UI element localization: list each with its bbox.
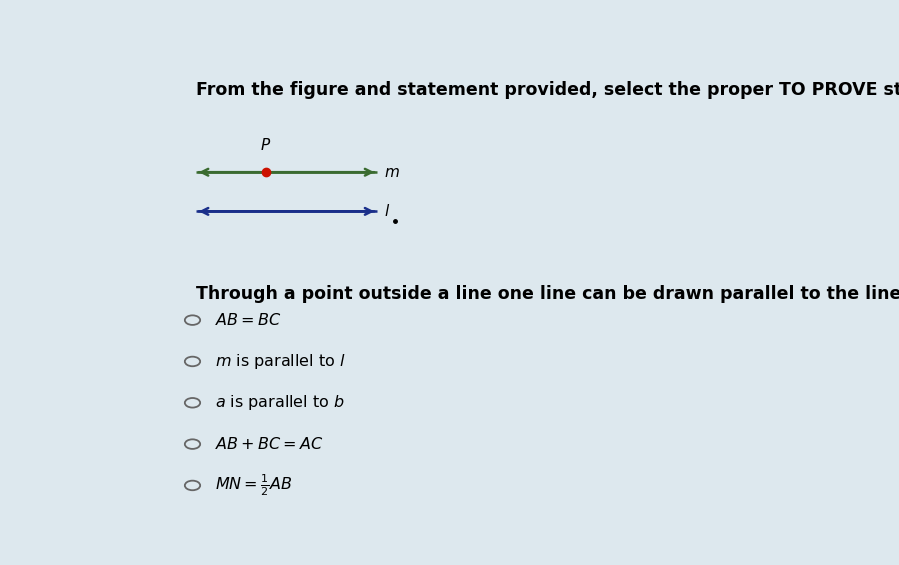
- Text: $AB = BC$: $AB = BC$: [215, 312, 281, 328]
- Text: $AB + BC = AC$: $AB + BC = AC$: [215, 436, 323, 452]
- Text: $MN = \frac{1}{2}AB$: $MN = \frac{1}{2}AB$: [215, 472, 292, 498]
- Text: Through a point outside a line one line can be drawn parallel to the line.: Through a point outside a line one line …: [196, 285, 899, 303]
- Text: m: m: [384, 165, 399, 180]
- Text: P: P: [261, 138, 271, 153]
- Text: $a$ is parallel to $b$: $a$ is parallel to $b$: [215, 393, 344, 412]
- Text: l: l: [384, 204, 388, 219]
- Text: $m$ is parallel to $l$: $m$ is parallel to $l$: [215, 352, 345, 371]
- Text: From the figure and statement provided, select the proper TO PROVE statement: From the figure and statement provided, …: [196, 81, 899, 99]
